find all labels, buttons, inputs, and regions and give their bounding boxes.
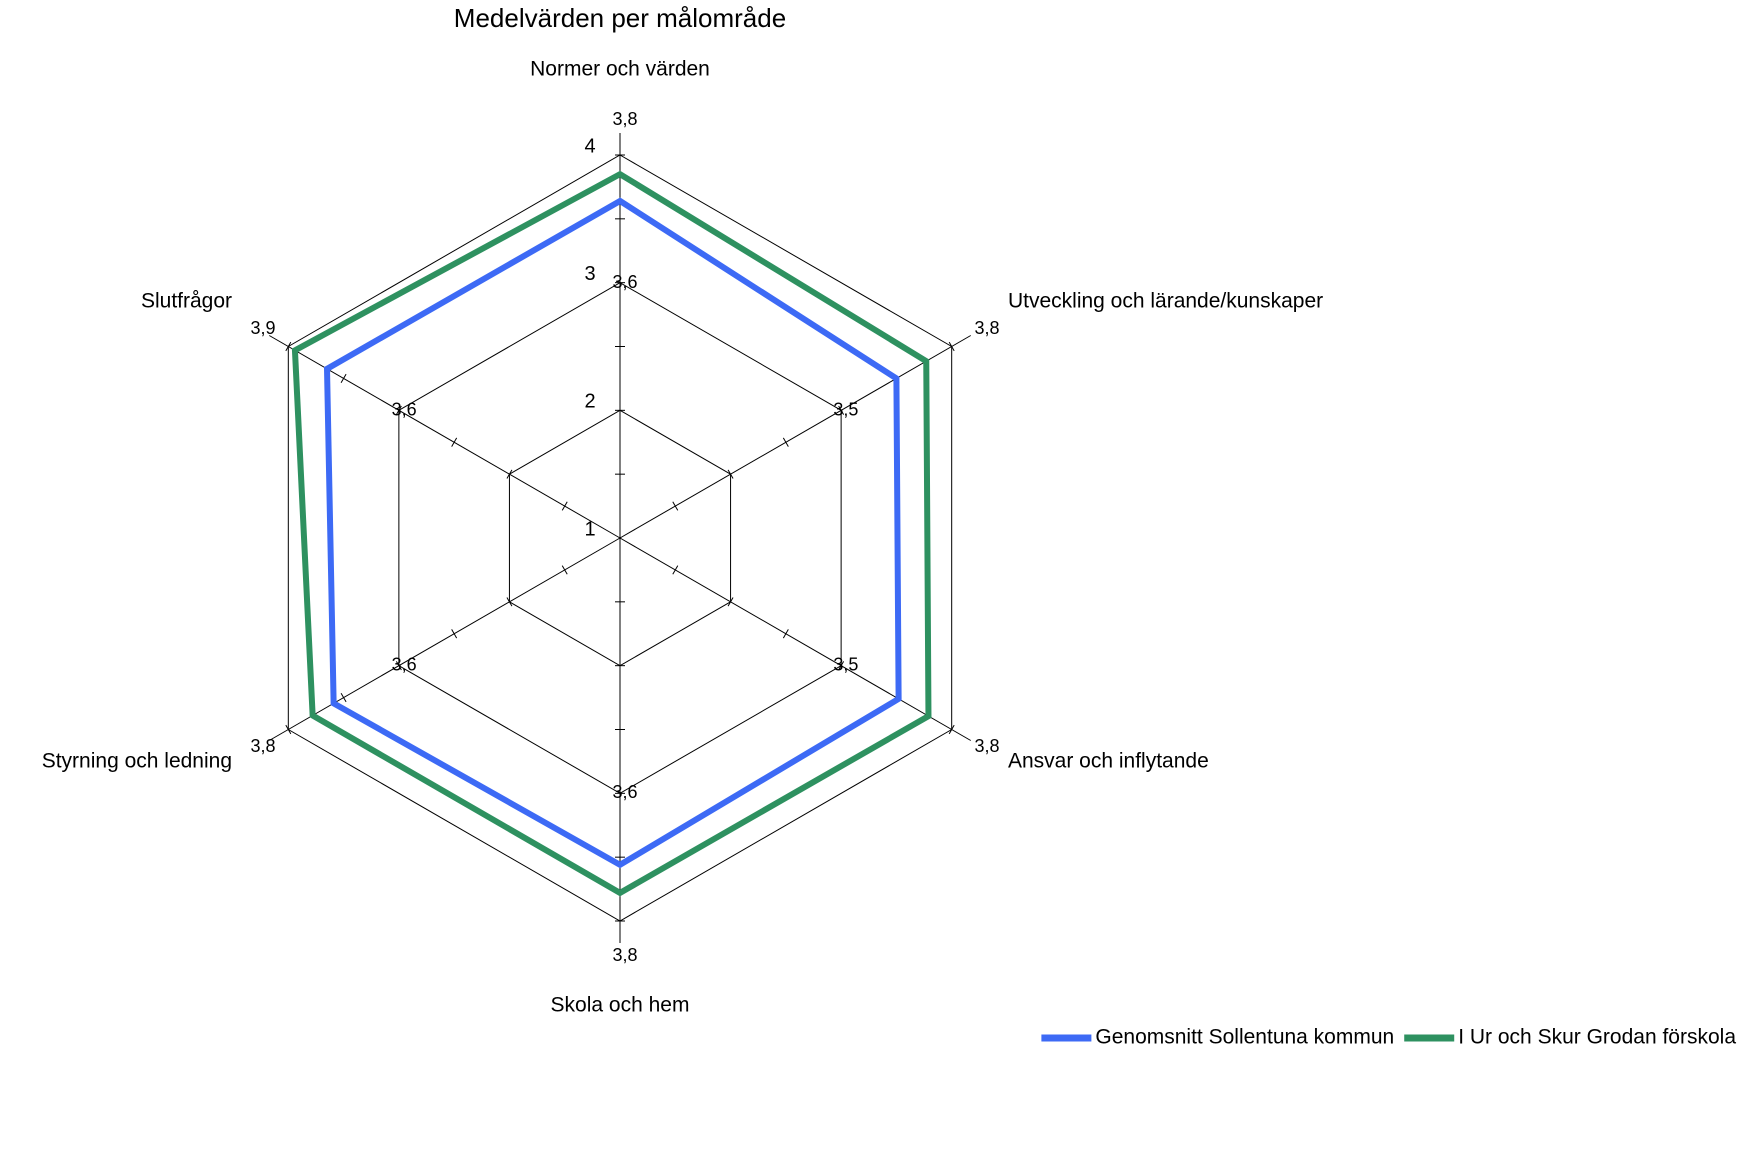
tick-mark — [672, 565, 679, 575]
r-tick-label: 3 — [584, 263, 595, 285]
category-label: Ansvar och inflytande — [1008, 750, 1209, 773]
category-label: Skola och hem — [551, 994, 690, 1017]
data-label: 3,5 — [833, 399, 858, 419]
category-label: Normer och värden — [530, 58, 710, 81]
data-label: 3,8 — [974, 318, 999, 338]
axis-line — [619, 335, 971, 539]
tick-mark — [340, 693, 347, 703]
data-label: 3,8 — [250, 736, 275, 756]
data-label: 3,8 — [974, 736, 999, 756]
series-line — [291, 170, 932, 897]
tick-mark — [561, 565, 568, 575]
tick-mark — [672, 501, 679, 511]
r-tick-label: 4 — [584, 135, 595, 157]
tick-mark — [727, 469, 734, 479]
tick-mark — [727, 597, 734, 607]
tick-mark — [395, 405, 402, 415]
tick-mark — [451, 437, 458, 447]
tick-mark — [395, 661, 402, 671]
legend-label: I Ur och Skur Grodan förskola — [1458, 1026, 1736, 1049]
axis-line — [269, 537, 621, 741]
tick-mark — [285, 341, 292, 352]
data-label: 3,8 — [612, 109, 637, 129]
category-label: Utveckling och lärande/kunskaper — [1008, 290, 1323, 313]
tick-mark — [561, 501, 568, 511]
legend-label: Genomsnitt Sollentuna kommun — [1095, 1026, 1394, 1049]
data-label: 3,5 — [833, 654, 858, 674]
data-label: 3,8 — [612, 945, 637, 965]
tick-mark — [838, 661, 845, 671]
tick-mark — [948, 341, 955, 352]
series-line — [323, 197, 902, 869]
chart-title: Medelvärden per målområde — [454, 3, 786, 33]
data-label: 3,6 — [392, 654, 417, 674]
r-tick-label: 2 — [584, 391, 595, 413]
tick-mark — [285, 724, 292, 735]
tick-mark — [948, 724, 955, 735]
tick-mark — [340, 373, 347, 383]
tick-mark — [782, 437, 789, 447]
tick-mark — [451, 629, 458, 639]
tick-mark — [506, 469, 513, 479]
tick-mark — [838, 405, 845, 415]
axis-line — [269, 335, 621, 539]
data-label: 3,6 — [612, 782, 637, 802]
axis-line — [619, 537, 971, 741]
r-tick-label: 1 — [584, 518, 595, 540]
data-label: 3,6 — [392, 399, 417, 419]
tick-mark — [782, 629, 789, 639]
data-label: 3,9 — [250, 318, 275, 338]
category-label: Styrning och ledning — [42, 750, 232, 773]
tick-mark — [506, 597, 513, 607]
data-label: 3,6 — [612, 272, 637, 292]
category-label: Slutfrågor — [141, 290, 232, 313]
